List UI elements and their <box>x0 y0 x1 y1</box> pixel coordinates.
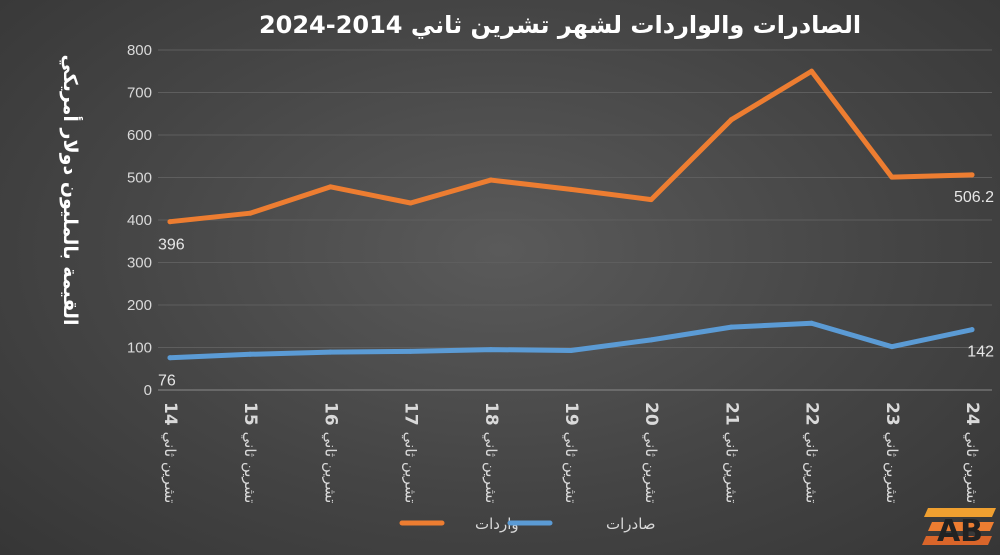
legend-label: صادرات <box>606 515 656 533</box>
legend: واردات صادرات <box>399 515 656 533</box>
x-tick-number: 17 <box>401 402 421 426</box>
x-tick-label: 19 تشرين ثاني <box>561 402 581 503</box>
data-point <box>568 186 574 192</box>
series-lines <box>167 68 975 361</box>
data-point <box>488 347 494 353</box>
x-tick-label: 22 تشرين ثاني <box>802 402 822 503</box>
series-line-0 <box>167 68 975 225</box>
x-tick-text: تشرين ثاني <box>320 432 339 504</box>
gridlines <box>158 49 992 391</box>
data-point <box>809 320 815 326</box>
data-point <box>247 351 253 357</box>
x-tick-number: 18 <box>481 402 501 426</box>
y-axis-label: القيمة بالمليون دولار أمريكي <box>59 54 83 325</box>
ab-logo-icon: AB <box>922 508 996 549</box>
logo-text: AB <box>937 514 983 549</box>
data-point <box>247 210 253 216</box>
x-tick-number: 21 <box>721 402 741 426</box>
y-tick-label: 600 <box>127 127 152 144</box>
data-point <box>809 68 815 74</box>
data-point <box>728 117 734 123</box>
x-tick-label: 24 تشرين ثاني <box>962 402 982 503</box>
x-tick-number: 15 <box>240 402 260 426</box>
x-tick-label: 17 تشرين ثاني <box>401 402 421 503</box>
x-tick-label: 23 تشرين ثاني <box>882 402 902 503</box>
y-tick-label: 800 <box>127 42 152 59</box>
x-tick-number: 23 <box>882 402 902 426</box>
y-tick-label: 0 <box>144 382 152 399</box>
y-tick-label: 200 <box>127 297 152 314</box>
x-tick-number: 22 <box>802 402 822 426</box>
x-tick-label: 16 تشرين ثاني <box>320 402 340 503</box>
data-label-last: 506.2 <box>954 189 994 206</box>
x-tick-text: تشرين ثاني <box>240 432 259 504</box>
x-tick-label: 18 تشرين ثاني <box>481 402 501 503</box>
data-point <box>889 174 895 180</box>
data-point <box>167 219 173 225</box>
data-label-last: 142 <box>967 344 994 361</box>
data-label-first: 76 <box>158 373 176 390</box>
x-tick-text: تشرين ثاني <box>401 432 420 504</box>
x-tick-text: تشرين ثاني <box>962 432 981 504</box>
data-point <box>408 348 414 354</box>
data-point <box>167 355 173 361</box>
x-tick-label: 20 تشرين ثاني <box>641 402 661 503</box>
x-tick-number: 19 <box>561 402 581 426</box>
data-point <box>728 324 734 330</box>
y-tick-label: 400 <box>127 212 152 229</box>
x-tick-number: 20 <box>641 402 661 426</box>
data-point <box>408 200 414 206</box>
data-point <box>889 344 895 350</box>
x-tick-text: تشرين ثاني <box>882 432 901 504</box>
data-point <box>327 184 333 190</box>
x-tick-text: تشرين ثاني <box>641 432 660 504</box>
data-point <box>327 349 333 355</box>
x-tick-number: 16 <box>320 402 340 426</box>
x-tick-text: تشرين ثاني <box>561 432 580 504</box>
y-tick-label: 100 <box>127 340 152 357</box>
data-point <box>648 337 654 343</box>
y-axis-ticks: 0 100 200 300 400 500 600 700 800 <box>127 42 152 399</box>
data-point <box>488 177 494 183</box>
x-axis-ticks: 14 تشرين ثاني 15 تشرين ثاني 16 تشرين ثاني 17 تش… <box>160 402 982 503</box>
data-point <box>969 327 975 333</box>
x-tick-label: 21 تشرين ثاني <box>721 402 741 503</box>
y-tick-label: 300 <box>127 255 152 272</box>
x-tick-number: 24 <box>962 402 982 426</box>
x-tick-text: تشرين ثاني <box>481 432 500 504</box>
legend-label: واردات <box>475 515 519 533</box>
x-tick-label: 15 تشرين ثاني <box>240 402 260 503</box>
x-tick-label: 14 تشرين ثاني <box>160 402 180 503</box>
x-tick-text: تشرين ثاني <box>802 432 821 504</box>
data-point <box>648 197 654 203</box>
chart-title: الصادرات والواردات لشهر تشرين ثاني 2014-… <box>259 11 861 39</box>
data-label-first: 396 <box>158 237 185 254</box>
y-tick-label: 700 <box>127 85 152 102</box>
data-point <box>568 347 574 353</box>
x-tick-number: 14 <box>160 402 180 426</box>
x-tick-text: تشرين ثاني <box>721 432 740 504</box>
data-point <box>969 172 975 178</box>
y-tick-label: 500 <box>127 170 152 187</box>
x-tick-text: تشرين ثاني <box>160 432 179 504</box>
data-labels: 396 506.2 76 142 <box>158 189 994 390</box>
